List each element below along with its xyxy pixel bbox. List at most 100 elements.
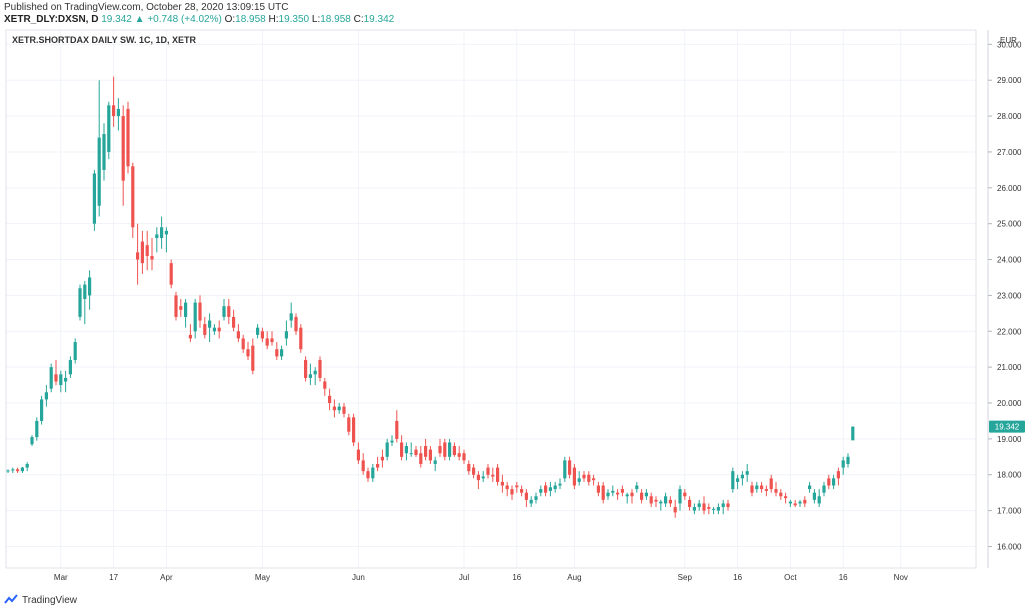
candle-body [558,483,562,486]
candle-body [184,302,188,317]
candle-body [476,474,480,481]
candle-body [352,417,356,443]
candle [352,413,356,447]
candle [78,284,82,321]
candle [625,492,629,504]
plot-frame [5,29,977,569]
candle [222,299,226,321]
candle [68,356,72,378]
candle-body [145,245,149,256]
candle-body [515,485,519,488]
candle [198,295,202,328]
candle [236,324,240,343]
candle [500,474,504,493]
candle [534,492,538,504]
price-tick-label: 27.000 [997,148,1022,157]
candle [544,481,548,497]
candle-body [836,471,840,479]
candle-body [44,392,48,400]
candle-body [419,453,423,464]
candle-body [140,241,144,264]
candle-body [126,108,130,167]
candle [11,467,15,473]
candle-body [25,463,29,468]
candle-body [563,460,567,479]
candle-body [716,507,720,511]
candle-body [740,474,744,479]
high-value: 19.350 [278,14,310,25]
candle [395,410,399,443]
candle-body [409,453,413,455]
candle [121,105,125,206]
price-tick-label: 25.000 [997,220,1022,229]
currency-label: EUR [1000,36,1017,45]
candle-body [731,471,735,490]
candle [846,453,850,468]
candle-body [395,420,399,439]
candle [54,359,58,386]
candle [140,230,144,274]
candle [116,98,120,131]
candle [404,442,408,461]
candle [179,299,183,317]
candle [529,496,533,508]
candle-body [150,255,154,260]
candle [515,481,519,493]
candle-body [59,374,63,386]
candle-body [635,485,639,490]
candle-body [808,485,812,490]
candle-body [750,485,754,493]
price-tick-label: 19.000 [997,435,1022,444]
candle [256,324,260,339]
grid [6,30,976,568]
candle-body [179,306,183,310]
price-axis[interactable]: 16.000 17.000 18.000 19.000 20.000 21.000 22.0… [988,40,1022,551]
candle-body [683,492,687,497]
time-axis[interactable]: Mar 17 Apr May Jun Jul 16 Aug Sep 16 Oct 16 Nov [54,573,908,582]
candle [356,442,360,464]
candle-body [112,105,116,117]
candle [35,417,39,441]
candle [702,496,706,515]
candle-body [654,499,658,502]
candle [712,507,716,515]
candle [654,496,658,508]
candle [347,413,351,436]
candle [145,230,149,271]
candle-body [438,446,442,454]
candle-body [265,338,269,346]
price-tick-label: 16.000 [997,542,1022,551]
candle-body [443,442,447,457]
candle-body [289,313,293,321]
candle-body [102,134,106,170]
candle-body [755,485,759,490]
candle [390,435,394,447]
candle-body [774,489,778,493]
candle-body [726,503,730,508]
close-label: C: [353,14,364,25]
time-tick-label: Oct [784,573,797,582]
candle-body [524,492,528,500]
candle-body [121,116,125,181]
candle-body [193,302,197,332]
candle-body [596,485,600,493]
close-value: 19.342 [363,14,395,25]
candle-body [73,342,77,360]
candle [150,238,154,271]
candle [131,162,135,239]
candle [203,316,207,339]
candle [16,467,20,473]
candle [822,481,826,497]
candle [25,462,29,472]
candle-body [688,499,692,508]
candle [688,496,692,511]
candle [462,449,466,464]
candle-body [736,478,740,482]
candle-body [217,327,221,332]
candle [448,438,452,461]
candlestick-chart[interactable]: XETR.SHORTDAX DAILY SW. 1C, 1D, XETR EUR… [0,0,1030,594]
candle [640,489,644,504]
candle [572,463,576,490]
candle-body [827,478,831,486]
price-tick-label: 20.000 [997,399,1022,408]
